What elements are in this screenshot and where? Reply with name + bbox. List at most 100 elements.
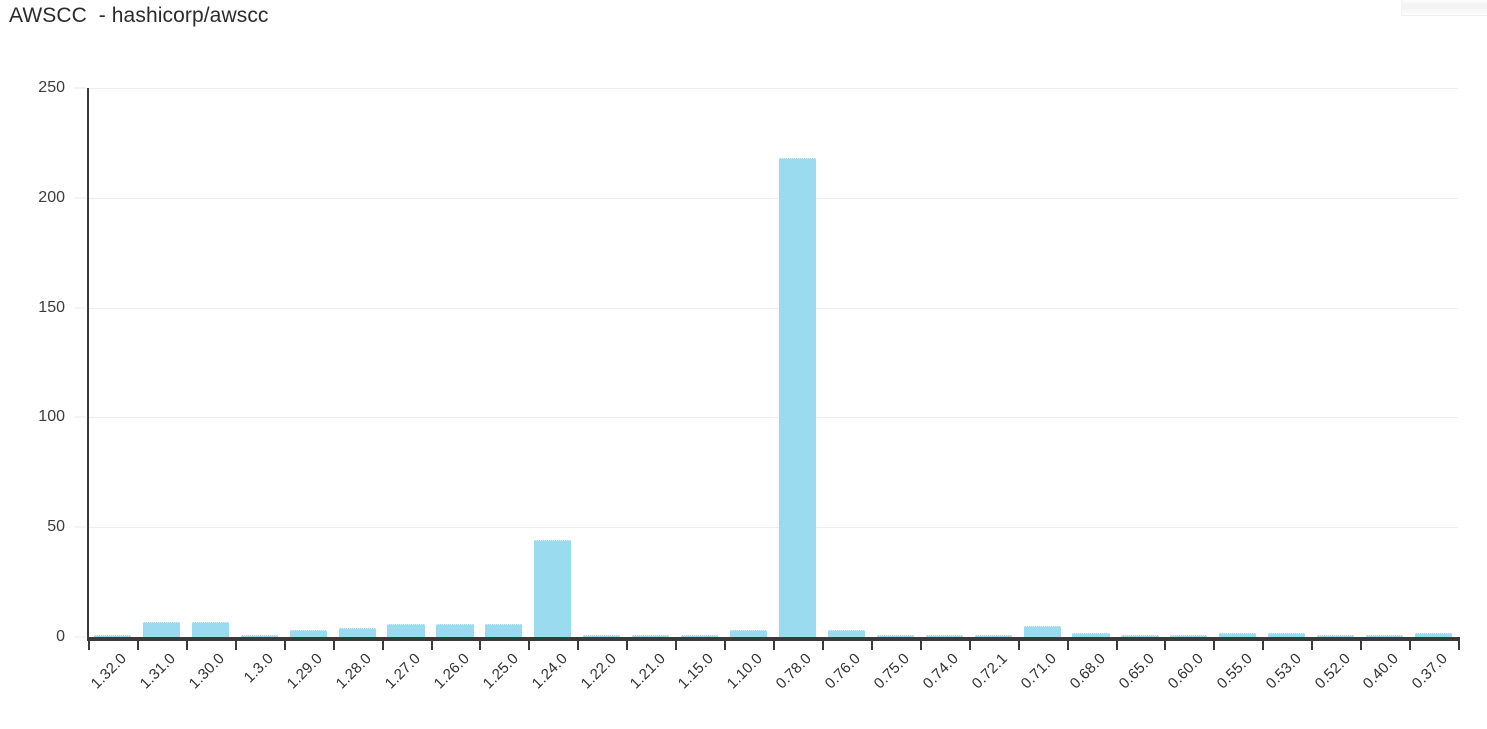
x-tick-mark xyxy=(675,637,678,650)
bar-slot xyxy=(969,88,1018,637)
y-tick-stub xyxy=(74,526,86,528)
bar-slot xyxy=(920,88,969,637)
bar-slot xyxy=(186,88,235,637)
bar[interactable] xyxy=(729,630,768,637)
x-axis-tick-label: 1.25.0 xyxy=(479,650,522,693)
y-axis-tick-label: 200 xyxy=(38,188,65,206)
bar[interactable] xyxy=(240,634,278,637)
bar-slot xyxy=(382,88,431,637)
x-axis-tick-label: 1.3.0 xyxy=(240,650,278,687)
x-axis-line xyxy=(87,637,1458,641)
bars-group xyxy=(88,88,1458,637)
bar-slot xyxy=(822,88,871,637)
bar[interactable] xyxy=(191,621,229,637)
bar-slot xyxy=(1360,88,1409,637)
bar[interactable] xyxy=(1170,634,1208,637)
bar-slot xyxy=(479,88,528,637)
bar[interactable] xyxy=(632,634,670,637)
bar-slot xyxy=(1213,88,1262,637)
bar[interactable] xyxy=(1366,634,1404,637)
gridline xyxy=(88,197,1458,199)
x-axis-tick-label: 1.30.0 xyxy=(185,650,229,693)
bar[interactable] xyxy=(485,623,523,637)
x-tick-mark xyxy=(968,637,971,650)
bar[interactable] xyxy=(436,623,474,637)
bar[interactable] xyxy=(289,630,327,637)
bar[interactable] xyxy=(1072,632,1110,637)
bar-slot xyxy=(1262,88,1311,637)
x-axis-tick-label: 0.37.0 xyxy=(1409,650,1452,693)
bar[interactable] xyxy=(1219,632,1257,637)
gridline xyxy=(88,527,1458,529)
bar[interactable] xyxy=(778,158,817,637)
y-axis-tick-label: 0 xyxy=(56,628,65,645)
gridline xyxy=(88,307,1458,309)
bar-slot xyxy=(1067,88,1116,637)
x-tick-mark xyxy=(1115,637,1118,650)
x-tick-mark xyxy=(1458,637,1460,650)
y-axis-tick-label: 250 xyxy=(38,79,65,96)
x-tick-mark xyxy=(528,637,531,650)
bar-slot xyxy=(1311,88,1360,637)
x-axis-tick-label: 0.55.0 xyxy=(1213,650,1256,693)
x-tick-mark xyxy=(479,637,482,650)
bar[interactable] xyxy=(1268,632,1306,637)
y-axis-tick-label: 150 xyxy=(38,298,65,316)
x-axis-tick-label: 0.65.0 xyxy=(1115,650,1158,693)
bar[interactable] xyxy=(142,621,180,637)
bar-slot xyxy=(88,88,137,637)
x-axis-tick-label: 0.71.0 xyxy=(1017,650,1060,693)
y-tick-stub xyxy=(74,87,86,89)
x-tick-mark xyxy=(381,637,384,650)
bar[interactable] xyxy=(1121,634,1159,637)
x-tick-mark xyxy=(1066,637,1069,650)
page-title: AWSCC - hashicorp/awscc xyxy=(9,4,269,27)
window-corner-artifact xyxy=(1401,0,1487,16)
x-tick-mark xyxy=(1164,637,1167,650)
bar-slot xyxy=(235,88,284,637)
x-axis-tick-label: 1.15.0 xyxy=(675,650,718,693)
bar-slot xyxy=(431,88,480,637)
bar-slot xyxy=(1116,88,1165,637)
bar-slot xyxy=(333,88,382,637)
bar[interactable] xyxy=(583,634,621,637)
bar[interactable] xyxy=(925,634,963,637)
bar[interactable] xyxy=(93,634,132,637)
x-axis-tick-label: 0.52.0 xyxy=(1311,650,1354,693)
bar-slot xyxy=(675,88,724,637)
bar[interactable] xyxy=(387,623,425,637)
x-axis-tick-label: 1.26.0 xyxy=(430,650,473,693)
bar[interactable] xyxy=(534,540,572,637)
x-axis-tick-label: 0.74.0 xyxy=(919,650,963,693)
plot-area: 0 50 100 150 200 250 1.32.0 1.31.0 1.30.0 1.3.0 1… xyxy=(38,79,1460,692)
x-tick-mark xyxy=(1213,637,1216,650)
x-tick-mark xyxy=(430,637,433,650)
bar[interactable] xyxy=(974,634,1012,637)
bar-slot xyxy=(528,88,577,637)
x-axis-tick-label: 1.29.0 xyxy=(283,650,327,693)
x-axis-tick-label: 1.31.0 xyxy=(136,650,180,693)
x-tick-mark xyxy=(577,637,580,650)
x-axis-tick-label: 1.27.0 xyxy=(381,650,424,693)
bar[interactable] xyxy=(1023,626,1061,637)
bar-slot xyxy=(137,88,186,637)
bar-slot xyxy=(626,88,675,637)
x-axis-tick-label: 0.68.0 xyxy=(1066,650,1109,693)
bar-slot xyxy=(284,88,333,637)
bar-slot xyxy=(724,88,773,637)
x-axis-tick-label: 0.53.0 xyxy=(1262,650,1305,693)
x-tick-mark xyxy=(185,637,188,650)
x-tick-mark xyxy=(773,637,775,650)
bar[interactable] xyxy=(1317,634,1355,637)
bar[interactable] xyxy=(1414,632,1453,637)
bar[interactable] xyxy=(681,634,719,637)
bar[interactable] xyxy=(338,628,376,637)
y-axis-line xyxy=(87,88,89,637)
x-axis-tick-label: 1.32.0 xyxy=(87,650,131,693)
bar[interactable] xyxy=(827,630,865,637)
bar[interactable] xyxy=(876,634,914,637)
x-axis-tick-label: 0.60.0 xyxy=(1164,650,1207,693)
x-tick-mark xyxy=(724,637,727,650)
x-axis-tick-label: 0.78.0 xyxy=(772,650,816,693)
